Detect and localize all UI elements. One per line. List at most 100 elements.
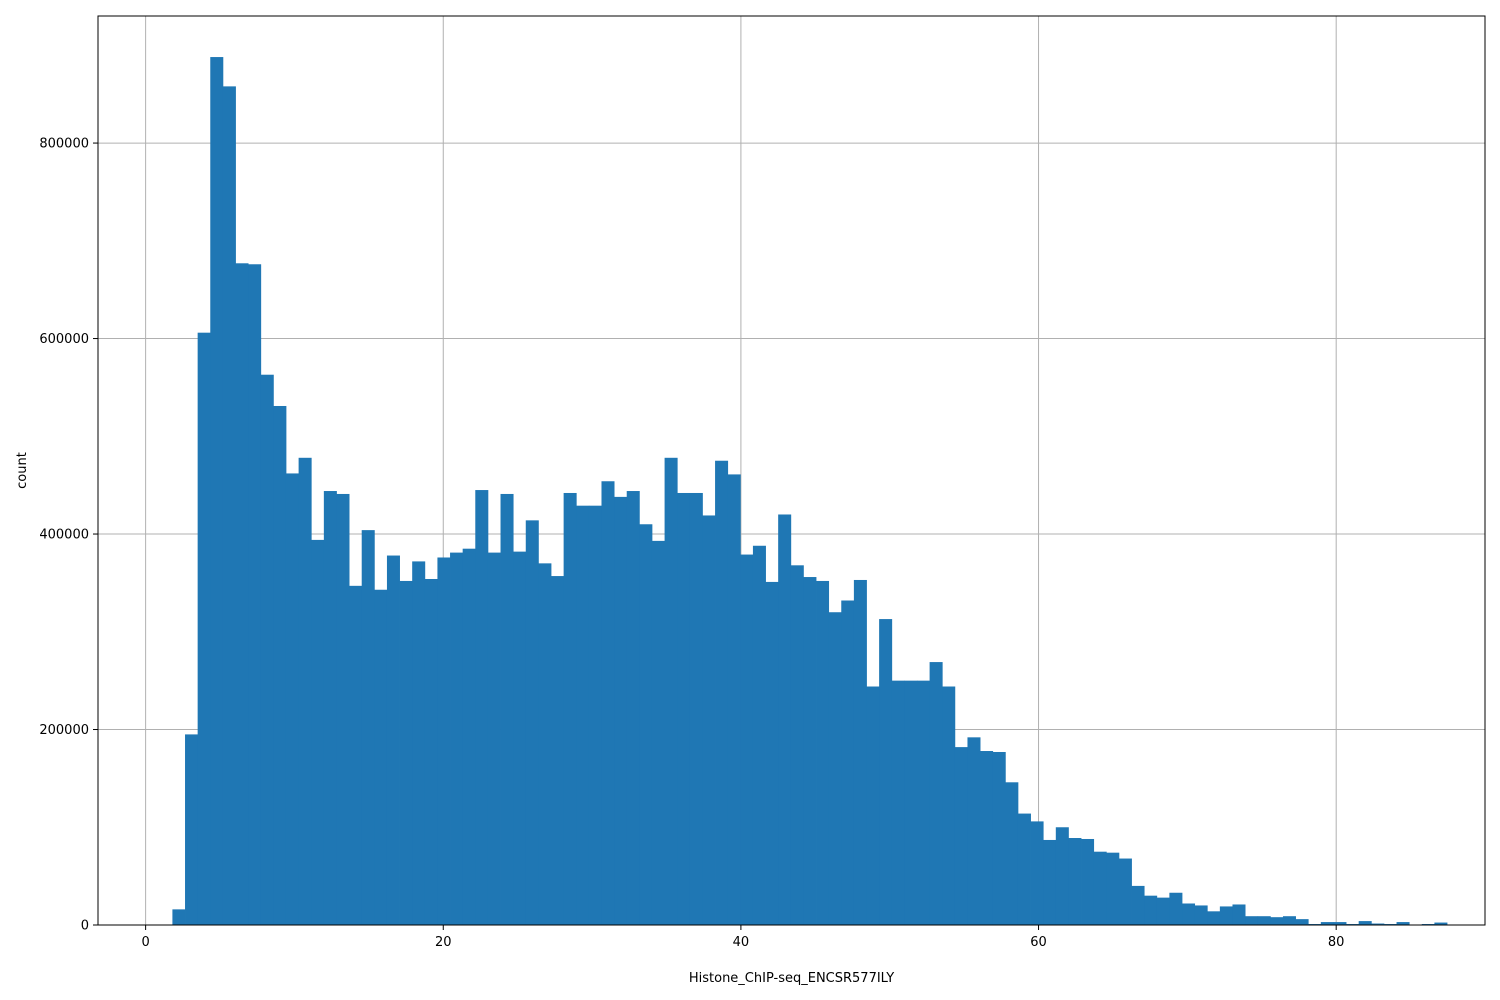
histogram-bar (538, 563, 552, 925)
histogram-bar (185, 734, 199, 925)
histogram-bar (1270, 917, 1284, 925)
histogram-bars (172, 57, 1461, 926)
histogram-bar (285, 473, 300, 925)
histogram-bar (904, 680, 918, 925)
histogram-bar (450, 552, 464, 925)
histogram-bar (803, 577, 817, 925)
histogram-bar (1371, 923, 1385, 925)
histogram-bar (1081, 838, 1095, 925)
histogram-bar (235, 263, 249, 925)
histogram-bar (664, 457, 678, 925)
histogram-bar (992, 751, 1006, 925)
histogram-bar (1245, 916, 1259, 925)
histogram-bar (715, 460, 729, 925)
histogram-bar (778, 514, 792, 925)
histogram-bar (651, 540, 665, 925)
histogram-bar (1333, 922, 1347, 925)
histogram-bar (1017, 813, 1031, 925)
histogram-bar (222, 86, 236, 925)
histogram-bar (399, 580, 413, 925)
histogram-bar (828, 612, 842, 925)
histogram-bar (1068, 838, 1082, 925)
histogram-bar (1257, 916, 1271, 925)
histogram-bar (1093, 851, 1107, 925)
histogram-bar (311, 539, 325, 925)
histogram-bar (980, 751, 994, 925)
histogram-bar (677, 492, 691, 925)
histogram-bar (1358, 921, 1372, 925)
histogram-bar (424, 578, 438, 925)
histogram-bar (197, 332, 211, 926)
histogram-bar (1320, 922, 1334, 925)
histogram-bar (336, 493, 350, 925)
histogram-bar (513, 551, 527, 925)
histogram-bar (942, 686, 956, 925)
histogram-bar (816, 580, 830, 925)
histogram-bar (853, 579, 867, 925)
histogram-bar (1118, 858, 1132, 925)
y-tick-label: 400000 (39, 528, 89, 543)
x-tick-label: 0 (141, 935, 149, 950)
y-axis-label: count (15, 452, 30, 489)
histogram-bar (462, 548, 476, 925)
histogram-bar (879, 619, 893, 925)
histogram-bar (500, 493, 514, 925)
x-tick-label: 20 (435, 935, 452, 950)
histogram-bar (1055, 827, 1069, 925)
histogram-bar (475, 490, 489, 925)
histogram-bar (1194, 905, 1208, 925)
histogram-bar (1282, 916, 1296, 925)
histogram-bar (260, 374, 274, 925)
histogram-bar (1106, 852, 1120, 925)
plot-frame (97, 15, 1486, 926)
histogram-bar (349, 585, 363, 925)
histogram-bar (1169, 892, 1183, 925)
histogram-bar (1182, 903, 1196, 925)
histogram-bar (1005, 782, 1019, 925)
y-tick-label: 800000 (39, 137, 89, 152)
histogram-bar (563, 492, 577, 925)
axis-ticks: 0 20 40 60 80 0 200000 400000 600000 800000 (39, 137, 1344, 950)
histogram-bar (626, 491, 640, 925)
histogram-bar (1396, 922, 1410, 925)
histogram-bar (601, 481, 615, 925)
histogram-bar (841, 600, 855, 925)
histogram-bar (386, 555, 400, 925)
histogram-bar (437, 557, 451, 925)
histogram-bar (412, 561, 426, 925)
histogram-bar (916, 680, 931, 925)
histogram-bar (967, 737, 981, 925)
histogram-bar (765, 581, 779, 925)
histogram-bar (1043, 839, 1057, 925)
histogram-bar (929, 662, 943, 925)
histogram-bar (1232, 904, 1246, 925)
y-tick-label: 600000 (39, 332, 89, 347)
histogram-bar (727, 474, 741, 925)
histogram-bar (752, 545, 766, 925)
y-tick-label: 0 (81, 919, 89, 934)
histogram-bar (866, 686, 880, 925)
histogram-bar (361, 530, 375, 925)
histogram-bar (1131, 885, 1145, 925)
y-tick-label: 200000 (39, 723, 89, 738)
histogram-bar (790, 565, 804, 925)
histogram-bar (740, 554, 754, 925)
histogram-bar (1207, 911, 1221, 925)
histogram-bar (323, 491, 337, 925)
histogram-bar (172, 909, 186, 925)
histogram-bar (298, 457, 312, 925)
histogram-bar (551, 576, 565, 925)
histogram-bar (525, 520, 539, 925)
histogram-bar (273, 405, 287, 925)
histogram-bar (614, 496, 628, 925)
histogram-bar (954, 747, 968, 925)
histogram-bar (1030, 821, 1044, 925)
histogram-bar (210, 57, 224, 925)
histogram-bar (576, 505, 590, 925)
x-tick-label: 80 (1328, 935, 1345, 950)
histogram-bar (1295, 919, 1309, 925)
histogram-bar (1144, 895, 1158, 925)
histogram-bar (702, 515, 716, 925)
histogram-bar (374, 589, 388, 925)
